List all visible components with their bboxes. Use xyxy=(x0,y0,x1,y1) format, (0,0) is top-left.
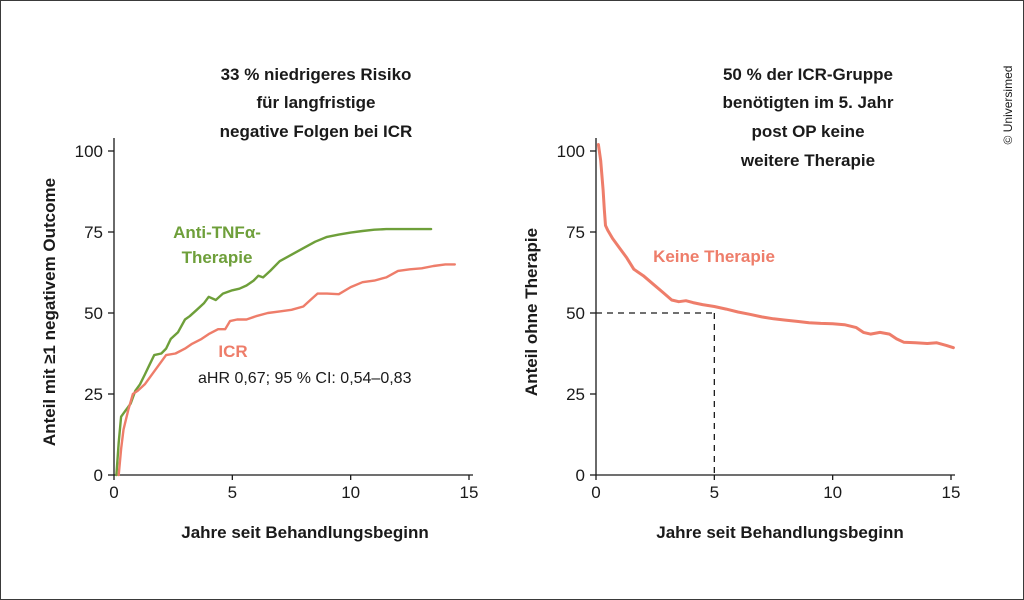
series-label-anti-tnf-line-1: Anti-TNFα- xyxy=(173,223,261,242)
chart-left-title-line-2: für langfristige xyxy=(256,93,375,112)
chart-left-title: 33 % niedrigeres Risiko für langfristige… xyxy=(220,65,413,141)
chart-left-ytick-label: 100 xyxy=(75,142,103,161)
chart-right-xtick-label: 10 xyxy=(823,483,842,502)
chart-right-title-line-2: benötigten im 5. Jahr xyxy=(723,93,894,112)
chart-right-title-line-4: weitere Therapie xyxy=(740,151,875,170)
chart-left-ytick-label: 0 xyxy=(94,466,103,485)
chart-right-ylabel: Anteil ohne Therapie xyxy=(522,228,541,396)
chart-left-ytick-label: 75 xyxy=(84,223,103,242)
chart-left-annotation: aHR 0,67; 95 % CI: 0,54–0,83 xyxy=(198,370,412,387)
chart-left-ytick-label: 25 xyxy=(84,385,103,404)
chart-right-ytick-label: 100 xyxy=(557,142,585,161)
chart-left-title-line-3: negative Folgen bei ICR xyxy=(220,122,413,141)
chart-left-title-line-1: 33 % niedrigeres Risiko xyxy=(221,65,412,84)
chart-left-xtick-label: 10 xyxy=(341,483,360,502)
chart-right-ytick-label: 25 xyxy=(566,385,585,404)
chart-right-title-line-3: post OP keine xyxy=(751,122,864,141)
chart-right-xtick-label: 15 xyxy=(942,483,961,502)
chart-right-ytick-label: 0 xyxy=(576,466,585,485)
chart-left: 33 % niedrigeres Risiko für langfristige… xyxy=(40,65,478,542)
chart-right-ytick-label: 50 xyxy=(566,304,585,323)
chart-left-series-line-1 xyxy=(117,263,456,477)
chart-left-series-label-green: Anti-TNFα- Therapie xyxy=(173,223,261,267)
series-label-anti-tnf-line-2: Therapie xyxy=(182,248,253,267)
chart-right-plot-area xyxy=(596,143,955,475)
chart-left-ytick-label: 50 xyxy=(84,304,103,323)
chart-left-ylabel: Anteil mit ≥1 negativem Outcome xyxy=(40,178,59,446)
series-label-icr: ICR xyxy=(218,342,247,361)
chart-left-xtick-label: 15 xyxy=(460,483,479,502)
chart-left-xlabel: Jahre seit Behandlungsbeginn xyxy=(181,523,429,542)
chart-left-xtick-label: 5 xyxy=(228,483,237,502)
chart-right-axes: 0 25 50 75 100 0 5 10 15 xyxy=(557,138,961,502)
chart-right-ytick-label: 75 xyxy=(566,223,585,242)
chart-left-xtick-label: 0 xyxy=(109,483,118,502)
chart-right-xtick-label: 0 xyxy=(591,483,600,502)
chart-right-series-line-0 xyxy=(596,143,955,350)
chart-right-title: 50 % der ICR-Gruppe benötigten im 5. Jah… xyxy=(723,65,894,170)
chart-left-plot-area xyxy=(115,227,456,477)
copyright-label: © Universimed xyxy=(1001,66,1015,145)
chart-right-xtick-label: 5 xyxy=(710,483,719,502)
chart-left-series-line-0 xyxy=(115,227,433,477)
series-label-keine-therapie: Keine Therapie xyxy=(653,247,775,266)
chart-right-title-line-1: 50 % der ICR-Gruppe xyxy=(723,65,893,84)
chart-right-xlabel: Jahre seit Behandlungsbeginn xyxy=(656,523,904,542)
chart-left-axes: 0 25 50 75 100 0 5 10 15 xyxy=(75,138,479,502)
chart-right: 50 % der ICR-Gruppe benötigten im 5. Jah… xyxy=(522,65,960,542)
